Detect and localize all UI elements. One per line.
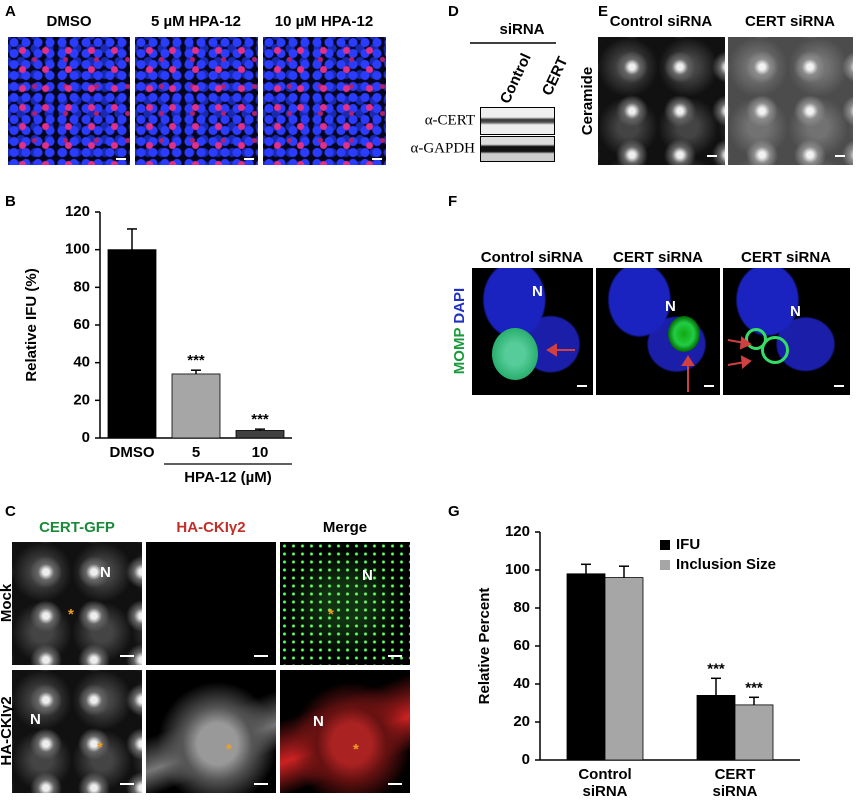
y-tick-label: 120 bbox=[505, 523, 530, 540]
nucleus-label: N bbox=[100, 564, 111, 581]
nucleus-labels: N N N N N N N bbox=[30, 283, 801, 730]
micrograph bbox=[8, 37, 130, 165]
micrograph bbox=[280, 542, 410, 665]
panel-letter: D bbox=[448, 3, 459, 20]
y-tick-label: 40 bbox=[73, 354, 90, 371]
image-label: CERT siRNA bbox=[745, 13, 835, 30]
y-tick-label: 20 bbox=[73, 391, 90, 408]
micrograph bbox=[135, 37, 258, 165]
y-tick-label: 120 bbox=[65, 203, 90, 220]
bar bbox=[107, 249, 157, 439]
legend-label: IFU bbox=[676, 536, 700, 553]
nucleus-label: N bbox=[665, 298, 676, 315]
micrograph bbox=[146, 542, 276, 665]
nucleus-label: N bbox=[790, 303, 801, 320]
micrograph bbox=[472, 268, 593, 395]
panel-letter: C bbox=[5, 503, 16, 520]
stain-label: MOMP DAPI bbox=[451, 288, 468, 374]
nucleus-label: N bbox=[30, 711, 41, 728]
bar bbox=[604, 577, 644, 761]
y-tick-label: 60 bbox=[513, 637, 530, 654]
bar bbox=[734, 704, 774, 761]
micrograph bbox=[598, 37, 725, 165]
y-tick-label: 0 bbox=[82, 429, 90, 446]
panel-letter: B bbox=[5, 193, 16, 210]
group-label: HPA-12 (µM) bbox=[184, 469, 272, 486]
bar bbox=[171, 373, 221, 439]
nucleus-label: N bbox=[362, 567, 373, 584]
panel-letter: E bbox=[598, 3, 608, 20]
y-tick-label: 100 bbox=[505, 561, 530, 578]
image-label: DMSO bbox=[47, 13, 92, 30]
x-tick-label: Control siRNA bbox=[578, 766, 632, 800]
significance-label: *** bbox=[187, 352, 205, 369]
significance-label: *** bbox=[251, 411, 269, 428]
micrograph bbox=[596, 268, 720, 395]
y-axis-label: Relative IFU (%) bbox=[23, 268, 40, 381]
significance-label: *** bbox=[707, 660, 725, 677]
column-label: CERT-GFP bbox=[39, 519, 115, 536]
y-tick-label: 80 bbox=[513, 599, 530, 616]
asterisks: * * * * * bbox=[68, 606, 359, 758]
y-axis-label: Relative Percent bbox=[476, 588, 493, 705]
significance-label: *** bbox=[745, 679, 763, 696]
asterisk: * bbox=[97, 739, 103, 756]
row-label: Mock bbox=[0, 583, 15, 622]
image-label: Control siRNA bbox=[481, 249, 584, 266]
nucleus-label: N bbox=[313, 713, 324, 730]
column-label: Merge bbox=[323, 519, 367, 536]
blot bbox=[480, 136, 555, 162]
micrograph bbox=[728, 37, 853, 165]
y-tick-label: 20 bbox=[513, 713, 530, 730]
panel-letter: G bbox=[448, 503, 460, 520]
bar bbox=[566, 573, 606, 761]
micrograph bbox=[146, 670, 276, 793]
image-label: 10 µM HPA-12 bbox=[275, 13, 373, 30]
stain-label: MOMP bbox=[451, 328, 468, 375]
micrograph bbox=[12, 542, 142, 665]
x-tick-label: CERT siRNA bbox=[712, 766, 758, 800]
micrograph bbox=[12, 670, 142, 793]
asterisk: * bbox=[226, 741, 232, 758]
y-tick-label: 60 bbox=[73, 316, 90, 333]
blot-header: siRNA bbox=[499, 21, 544, 38]
image-label: CERT siRNA bbox=[613, 249, 703, 266]
asterisk: * bbox=[353, 741, 359, 758]
x-tick-label: DMSO bbox=[110, 444, 155, 461]
column-label: HA-CKIγ2 bbox=[176, 519, 245, 536]
legend-swatch bbox=[660, 540, 670, 550]
asterisk: * bbox=[68, 606, 74, 623]
micrograph bbox=[723, 268, 850, 395]
blot bbox=[480, 107, 555, 135]
row-label: HA-CKIγ2 bbox=[0, 696, 15, 765]
nucleus-label: N bbox=[532, 283, 543, 300]
y-tick-label: 100 bbox=[65, 241, 90, 258]
blot-label: α-GAPDH bbox=[410, 140, 475, 156]
legend-swatch bbox=[660, 560, 670, 570]
blot-label: α-CERT bbox=[425, 112, 475, 128]
x-tick-label: 10 bbox=[252, 444, 269, 461]
asterisk: * bbox=[328, 606, 334, 623]
arrows bbox=[546, 336, 752, 392]
bar bbox=[696, 695, 736, 761]
stain-label: DAPI bbox=[451, 288, 468, 324]
x-tick-label: 5 bbox=[192, 444, 200, 461]
bar bbox=[235, 430, 285, 439]
image-label: 5 µM HPA-12 bbox=[151, 13, 241, 30]
stain-label: Ceramide bbox=[579, 67, 596, 135]
y-tick-label: 80 bbox=[73, 278, 90, 295]
micrograph bbox=[263, 37, 386, 165]
legend-label: Inclusion Size bbox=[676, 556, 776, 573]
panel-letters: A B C D E F G bbox=[5, 3, 608, 520]
image-label: Control siRNA bbox=[610, 13, 713, 30]
panel-letter: A bbox=[5, 3, 16, 20]
image-label: CERT siRNA bbox=[741, 249, 831, 266]
micrograph bbox=[280, 670, 410, 793]
y-tick-label: 0 bbox=[522, 751, 530, 768]
panel-letter: F bbox=[448, 193, 457, 210]
y-tick-label: 40 bbox=[513, 675, 530, 692]
